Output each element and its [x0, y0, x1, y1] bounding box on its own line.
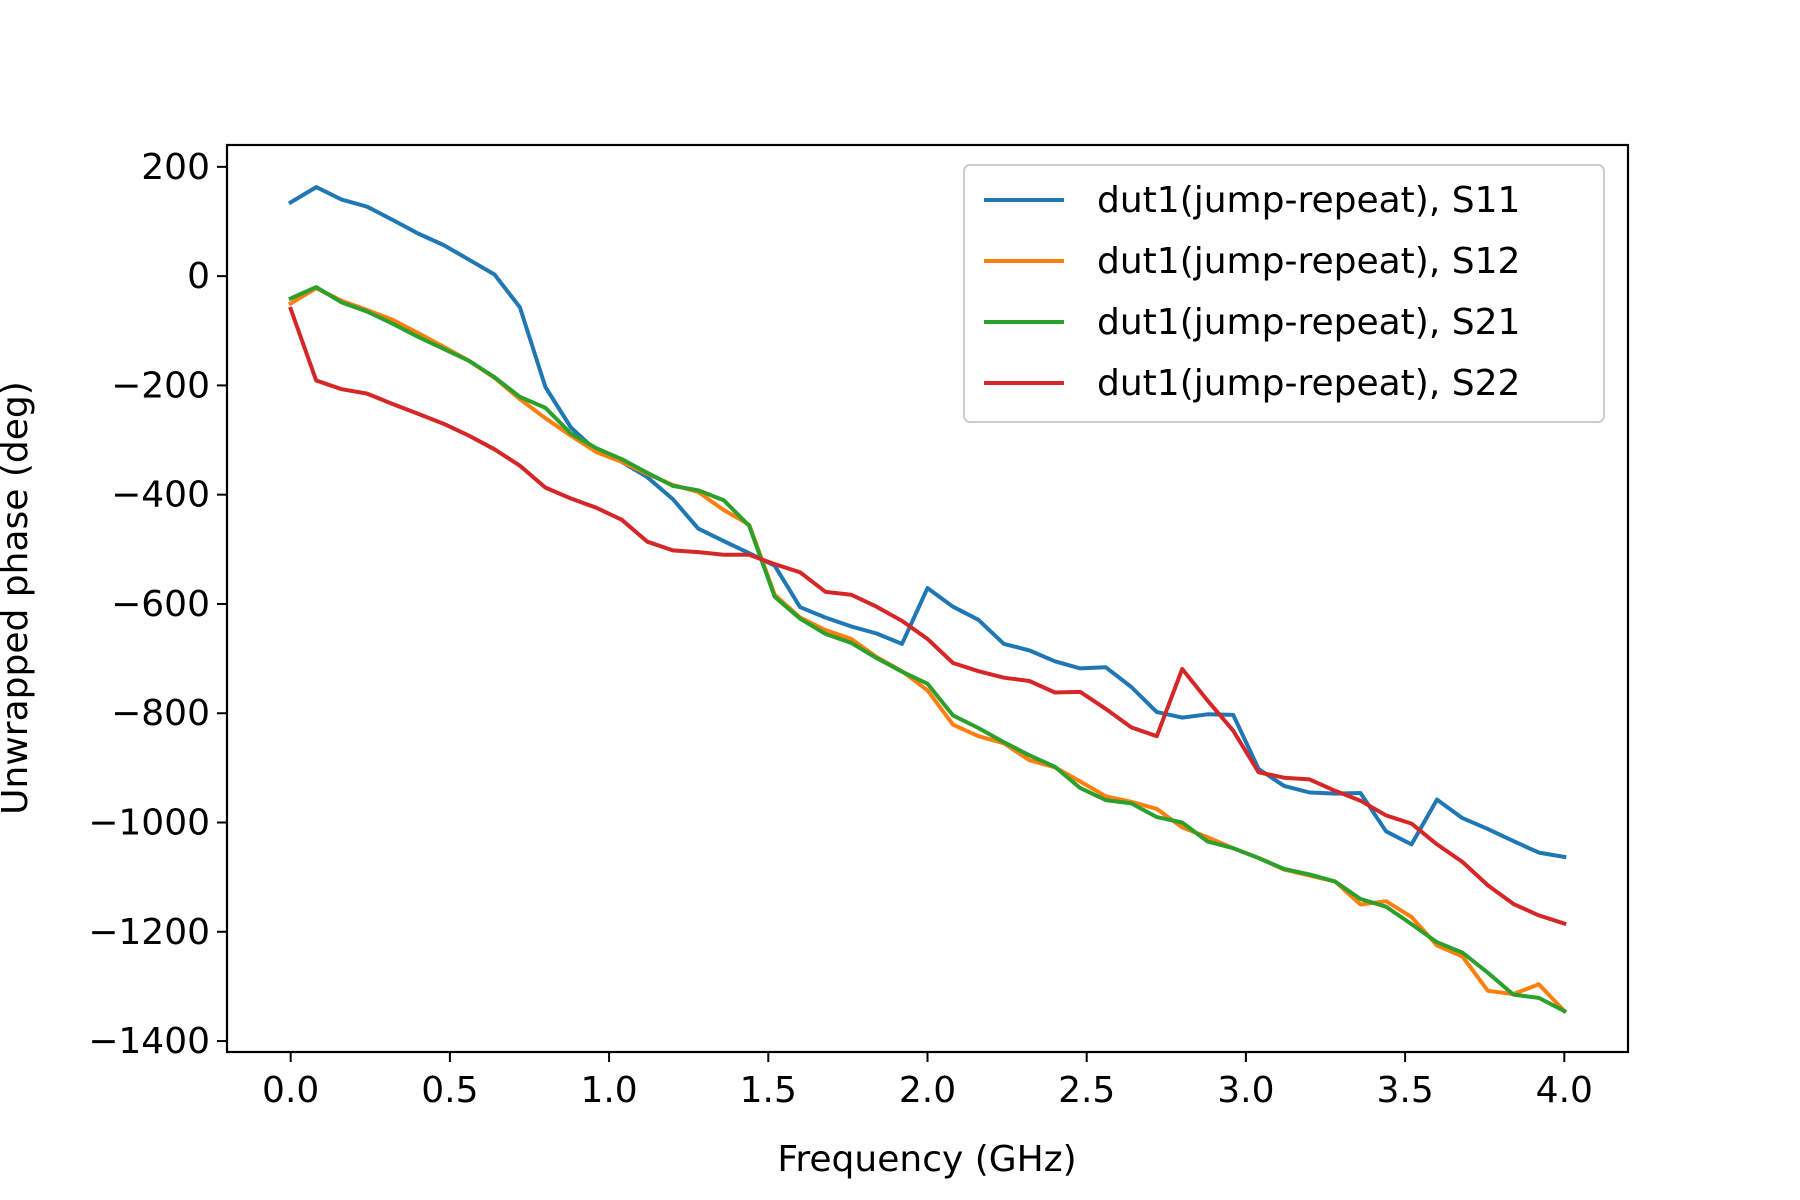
legend-label-4: dut1(jump-repeat), S22	[1097, 363, 1520, 404]
y-tick-label: 200	[141, 147, 210, 188]
plot-frame	[225, 143, 1630, 1054]
legend-label-1: dut1(jump-repeat), S11	[1097, 180, 1520, 221]
x-axis-label: Frequency (GHz)	[777, 1139, 1076, 1180]
x-tick-label: 2.5	[1058, 1070, 1115, 1111]
x-tick-label: 3.0	[1217, 1070, 1274, 1111]
legend-label-2: dut1(jump-repeat), S12	[1097, 241, 1520, 282]
x-tick-label: 1.5	[740, 1070, 797, 1111]
x-tick-label: 4.0	[1536, 1070, 1593, 1111]
x-tick-label: 1.0	[580, 1070, 637, 1111]
legend: dut1(jump-repeat), S11 dut1(jump-repeat),…	[963, 164, 1605, 423]
series-layer	[287, 185, 1568, 1014]
x-axis: 0.0 0.5 1.0 1.5 2.0 2.5 3.0 3.5 4.0	[262, 1052, 1593, 1111]
x-tick-label: 2.0	[899, 1070, 956, 1111]
x-tick-label: 3.5	[1376, 1070, 1433, 1111]
y-axis-label: Unwrapped phase (deg)	[0, 381, 36, 815]
legend-label-3: dut1(jump-repeat), S21	[1097, 302, 1520, 343]
series-line-4	[288, 306, 1567, 927]
legend-frame	[963, 164, 1605, 423]
y-tick-label: −1400	[88, 1021, 210, 1062]
series-line-1	[287, 185, 1567, 860]
y-tick-label: −400	[111, 475, 210, 516]
series-line-3	[288, 285, 1567, 1014]
y-axis: 200 0 −200 −400 −600 −800 −1000 −1200 −1400	[88, 147, 227, 1062]
y-tick-label: −1000	[88, 803, 210, 844]
y-tick-label: −1200	[88, 912, 210, 953]
y-tick-label: 0	[187, 256, 210, 297]
y-tick-label: −600	[111, 584, 210, 625]
x-tick-label: 0.5	[421, 1070, 478, 1111]
y-tick-label: −200	[111, 365, 210, 406]
y-tick-label: −800	[111, 693, 210, 734]
x-tick-label: 0.0	[262, 1070, 319, 1111]
